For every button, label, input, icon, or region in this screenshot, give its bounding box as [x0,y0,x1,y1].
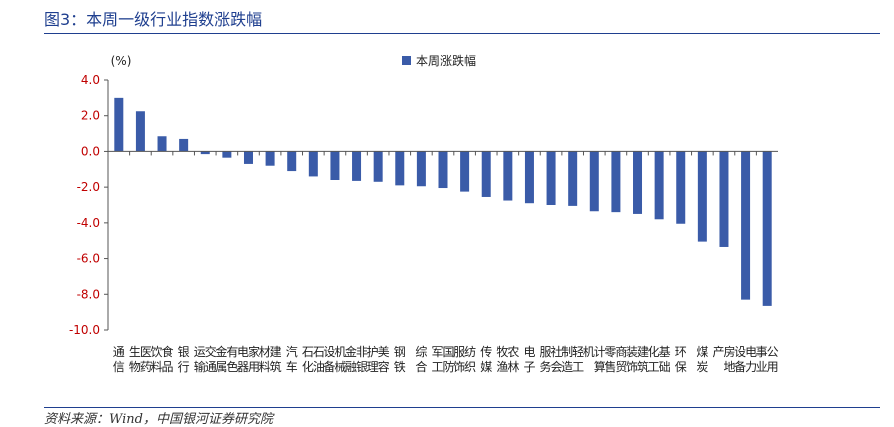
bar [460,151,470,192]
y-tick-label: 4.0 [81,73,100,87]
y-tick-label: 0.0 [81,144,100,158]
x-tick-label: 有色金属 [215,344,238,374]
source-rule [44,407,880,408]
bar [243,151,253,164]
x-tick-label: 非银金融 [345,344,368,374]
category-labels: 通信医药生物食品饮料银行交通运输有色金属家用电器建筑材料汽车石油石化机械设备非银… [113,344,779,374]
bar [287,151,297,172]
x-tick-label: 建筑装饰 [626,345,649,374]
x-tick-label: 煤炭 [696,345,708,374]
y-tick-label: 2.0 [81,109,100,123]
bar [222,151,232,158]
bar [308,151,318,177]
bar [719,151,729,247]
x-tick-label: 环保 [675,345,687,374]
bar [676,151,686,224]
x-tick-label: 医药生物 [129,345,152,374]
legend-swatch [402,56,411,65]
x-tick-label: 通信 [113,345,125,374]
x-tick-label: 家用电器 [237,344,260,374]
bar [157,136,167,152]
bar [524,151,534,204]
bar [416,151,426,187]
bar [265,151,275,166]
bar [395,151,405,186]
bar [438,151,448,189]
x-tick-label: 轻工制造 [561,345,584,374]
x-tick-label: 美容护理 [367,345,390,374]
y-tick-label: -8.0 [77,287,100,301]
x-tick-label: 电子 [523,345,535,374]
y-tick-label: -6.0 [77,252,100,266]
bar [481,151,491,197]
bar [633,151,643,214]
x-tick-label: 传媒 [480,344,492,374]
x-tick-label: 国防军工 [431,345,454,374]
x-tick-label: 钢铁 [394,345,406,374]
x-tick-label: 建筑材料 [259,345,282,374]
bar [135,111,145,152]
y-unit-label: (%) [111,54,132,68]
bar [503,151,513,201]
x-tick-label: 综合 [415,345,427,374]
bar [546,151,556,205]
bar [611,151,621,213]
bar [697,151,707,242]
legend: 本周涨跌幅 [402,53,476,68]
bar [741,151,751,300]
figure-title: 图3：本周一级行业指数涨跌幅 [44,10,263,29]
y-tick-label: -2.0 [77,180,100,194]
x-tick-label: 食品饮料 [151,344,174,374]
x-tick-label: 交通运输 [194,344,217,374]
y-tick-label: -4.0 [77,216,100,230]
bar [654,151,664,220]
x-tick-label: 农林牧渔 [496,345,519,374]
y-tick-label: -10.0 [69,323,100,337]
bar-series [114,97,772,306]
x-tick-label: 石油石化 [302,345,325,374]
source-note: 资料来源：Wind，中国银河证券研究院 [44,412,273,427]
bar [114,97,124,152]
x-tick-label: 电力设备 [734,345,757,374]
x-tick-label: 房地产 [712,344,735,374]
x-tick-label: 机械设备 [323,345,346,374]
x-tick-label: 银行 [178,345,190,374]
x-tick-label: 计算机 [583,345,606,374]
title-rule [44,33,880,34]
bar [179,138,189,152]
x-tick-label: 汽车 [286,344,298,374]
bar [373,151,383,182]
x-tick-label: 基础化工 [648,345,671,374]
bar [330,151,340,180]
bar [762,151,772,306]
x-axis [107,150,778,156]
x-tick-label: 公用事业 [756,345,779,374]
bar [589,151,599,212]
x-tick-label: 商贸零售 [604,344,627,374]
y-axis: 4.0 2.0 0.0 -2.0 -4.0 -6.0 -8.0 -10.0 [69,73,109,337]
bar [200,151,210,155]
x-tick-label: 社会服务 [540,344,563,374]
legend-label-0: 本周涨跌幅 [416,53,476,68]
bar [352,151,362,181]
x-tick-label: 纺织服饰 [453,345,476,374]
bar [568,151,578,206]
